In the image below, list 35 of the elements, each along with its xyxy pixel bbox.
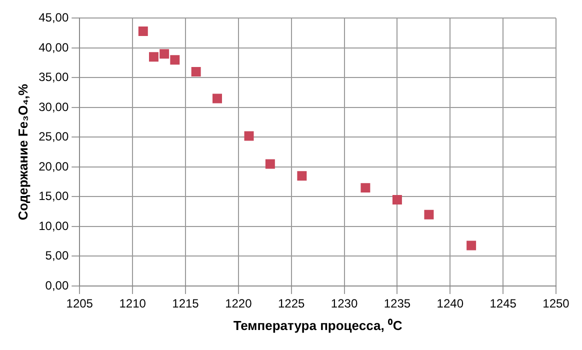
y-tick-label: 30,00 (38, 100, 69, 114)
y-tick-label: 20,00 (38, 159, 69, 174)
point (212, 94, 222, 104)
y-tick-label: 35,00 (38, 70, 69, 84)
point (297, 171, 307, 181)
x-tick-label: 1220 (225, 296, 252, 311)
point (244, 131, 254, 141)
y-tick-label: 15,00 (38, 189, 69, 204)
x-axis-title: Температура процесса, ⁰C (233, 318, 403, 333)
x-tick-label: 1245 (490, 296, 517, 311)
y-tick-label: 5,00 (45, 248, 69, 263)
y-tick-label: 0,00 (45, 278, 69, 292)
x-tick-label: 1205 (66, 296, 94, 311)
x-tick-label: 1225 (278, 296, 306, 311)
point (466, 240, 476, 250)
y-tick-label: 25,00 (38, 130, 69, 144)
y-axis-title: Содержание Fe₃O₄,% (15, 83, 30, 220)
point (170, 55, 180, 65)
x-tick-label: 1230 (330, 296, 358, 311)
point (160, 49, 170, 59)
point (360, 183, 370, 193)
x-tick-label: 1215 (172, 296, 200, 311)
y-tick-label: 45,00 (38, 10, 69, 25)
x-tick-label: 1210 (119, 296, 146, 311)
point (392, 194, 402, 204)
point (424, 210, 434, 220)
y-tick-label: 10,00 (38, 218, 69, 233)
point (148, 52, 158, 62)
y-tick-label: 40,00 (38, 40, 69, 54)
x-tick-label: 1250 (542, 296, 570, 311)
point (191, 67, 201, 77)
point (265, 159, 275, 169)
x-tick-label: 1240 (436, 296, 464, 311)
x-tick-label: 1235 (384, 296, 411, 311)
point (138, 26, 148, 36)
